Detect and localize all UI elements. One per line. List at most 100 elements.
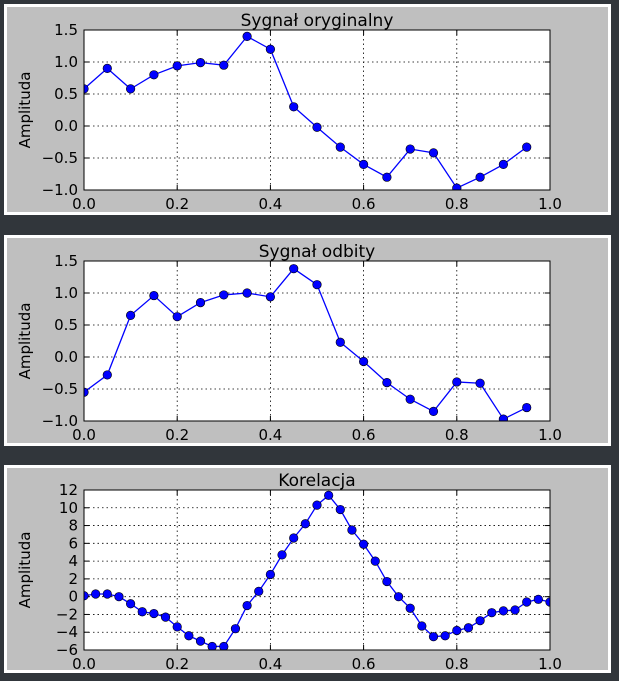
data-point	[475, 172, 485, 182]
data-point	[405, 394, 415, 404]
data-point	[195, 58, 206, 68]
y-tick-label: 1.5	[54, 21, 78, 39]
data-point	[265, 569, 276, 580]
y-tick-label: 0.5	[54, 316, 78, 334]
data-point	[125, 599, 136, 609]
data-point	[207, 641, 217, 650]
data-point	[242, 31, 252, 41]
chart-title: Korelacja	[278, 471, 355, 491]
data-point	[289, 102, 299, 112]
data-point	[149, 608, 159, 619]
data-point	[84, 84, 89, 94]
data-point	[510, 605, 520, 615]
y-axis-label: Amplituda	[16, 303, 34, 380]
series-group	[84, 490, 550, 650]
data-point	[382, 378, 392, 388]
data-point	[382, 576, 392, 587]
data-point	[289, 533, 299, 543]
x-tick-label: 0.4	[258, 426, 282, 444]
data-point	[428, 632, 439, 642]
data-point	[172, 622, 182, 632]
data-point	[452, 183, 462, 190]
y-tick-label: 6	[68, 534, 78, 552]
x-tick-label: 0.4	[258, 195, 282, 213]
data-point	[125, 84, 136, 94]
data-point	[102, 370, 112, 380]
data-point	[172, 61, 182, 71]
chart-title: Sygnał oryginalny	[241, 11, 394, 31]
data-point	[545, 597, 550, 607]
data-point	[359, 539, 369, 549]
data-point	[498, 414, 508, 421]
plot-area	[84, 30, 550, 190]
data-point	[230, 624, 241, 634]
data-point	[405, 603, 415, 613]
data-point	[184, 631, 194, 641]
data-point	[300, 519, 310, 529]
series-group	[84, 31, 532, 190]
y-tick-label: 1.0	[54, 53, 78, 71]
data-point	[428, 406, 439, 416]
data-point	[463, 623, 474, 633]
y-tick-label: 2	[68, 570, 78, 588]
data-point	[533, 594, 543, 604]
data-point	[475, 378, 485, 388]
y-tick-label: −2	[56, 605, 78, 623]
y-tick-label: 12	[59, 481, 78, 499]
plot-frame	[83, 489, 551, 651]
data-point	[102, 63, 112, 74]
data-point	[137, 607, 147, 617]
data-point	[84, 387, 89, 397]
chart-reflected: 0.0 0.2 0.4 0.6 0.8 1.0 1.5 1.0 0.5 0.0 −0.5 −1.0 Sy…	[16, 242, 562, 444]
y-tick-label: 8	[68, 517, 78, 535]
y-tick-label: 10	[59, 499, 78, 517]
y-tick-label: 0.5	[54, 85, 78, 103]
y-tick-label: 1.0	[54, 284, 78, 302]
data-point	[498, 159, 509, 169]
data-point	[114, 592, 124, 602]
data-point	[265, 44, 276, 54]
data-point	[219, 641, 229, 650]
data-point	[242, 288, 252, 298]
y-tick-label: −0.5	[42, 149, 78, 167]
plot-area	[84, 490, 550, 650]
x-tick-label: 0.6	[352, 195, 376, 213]
data-point	[393, 592, 404, 602]
y-tick-label: −0.5	[42, 380, 78, 398]
data-point	[522, 142, 532, 152]
plot-frame	[83, 29, 551, 191]
data-point	[347, 525, 357, 535]
data-point	[195, 636, 206, 646]
series-line	[84, 267, 527, 420]
x-tick-label: 0.2	[165, 655, 189, 673]
data-point	[498, 606, 509, 616]
x-tick-label: 0.0	[72, 195, 96, 213]
x-tick-label: 1.0	[538, 655, 562, 673]
x-tick-label: 0.6	[352, 655, 376, 673]
data-point	[359, 356, 369, 367]
data-point	[125, 310, 136, 320]
data-point	[335, 504, 345, 515]
chart-original: 0.0 0.2 0.4 0.6 0.8 1.0 1.5 1.0 0.5 0.0 −0.5 −1.0 Sy…	[16, 11, 562, 213]
chart-panel-original: 0.0 0.2 0.4 0.6 0.8 1.0 1.5 1.0 0.5 0.0 −0.5 −1.0 Sy…	[4, 4, 611, 215]
data-point	[254, 586, 264, 596]
x-tick-label: 1.0	[538, 195, 562, 213]
data-point	[172, 312, 182, 322]
y-tick-label: 0.0	[54, 348, 78, 366]
data-point	[219, 290, 229, 300]
data-point	[149, 70, 159, 80]
data-point	[312, 500, 322, 510]
data-point	[219, 60, 229, 70]
data-point	[382, 172, 392, 182]
data-point	[370, 556, 380, 566]
x-tick-label: 0.4	[258, 655, 282, 673]
data-point	[405, 144, 415, 154]
x-tick-label: 0.2	[165, 195, 189, 213]
y-tick-label: 0	[68, 588, 78, 606]
data-point	[522, 402, 532, 413]
data-point	[452, 377, 462, 387]
x-tick-label: 0.8	[445, 426, 469, 444]
plot-frame	[83, 260, 551, 422]
data-point	[324, 490, 334, 500]
